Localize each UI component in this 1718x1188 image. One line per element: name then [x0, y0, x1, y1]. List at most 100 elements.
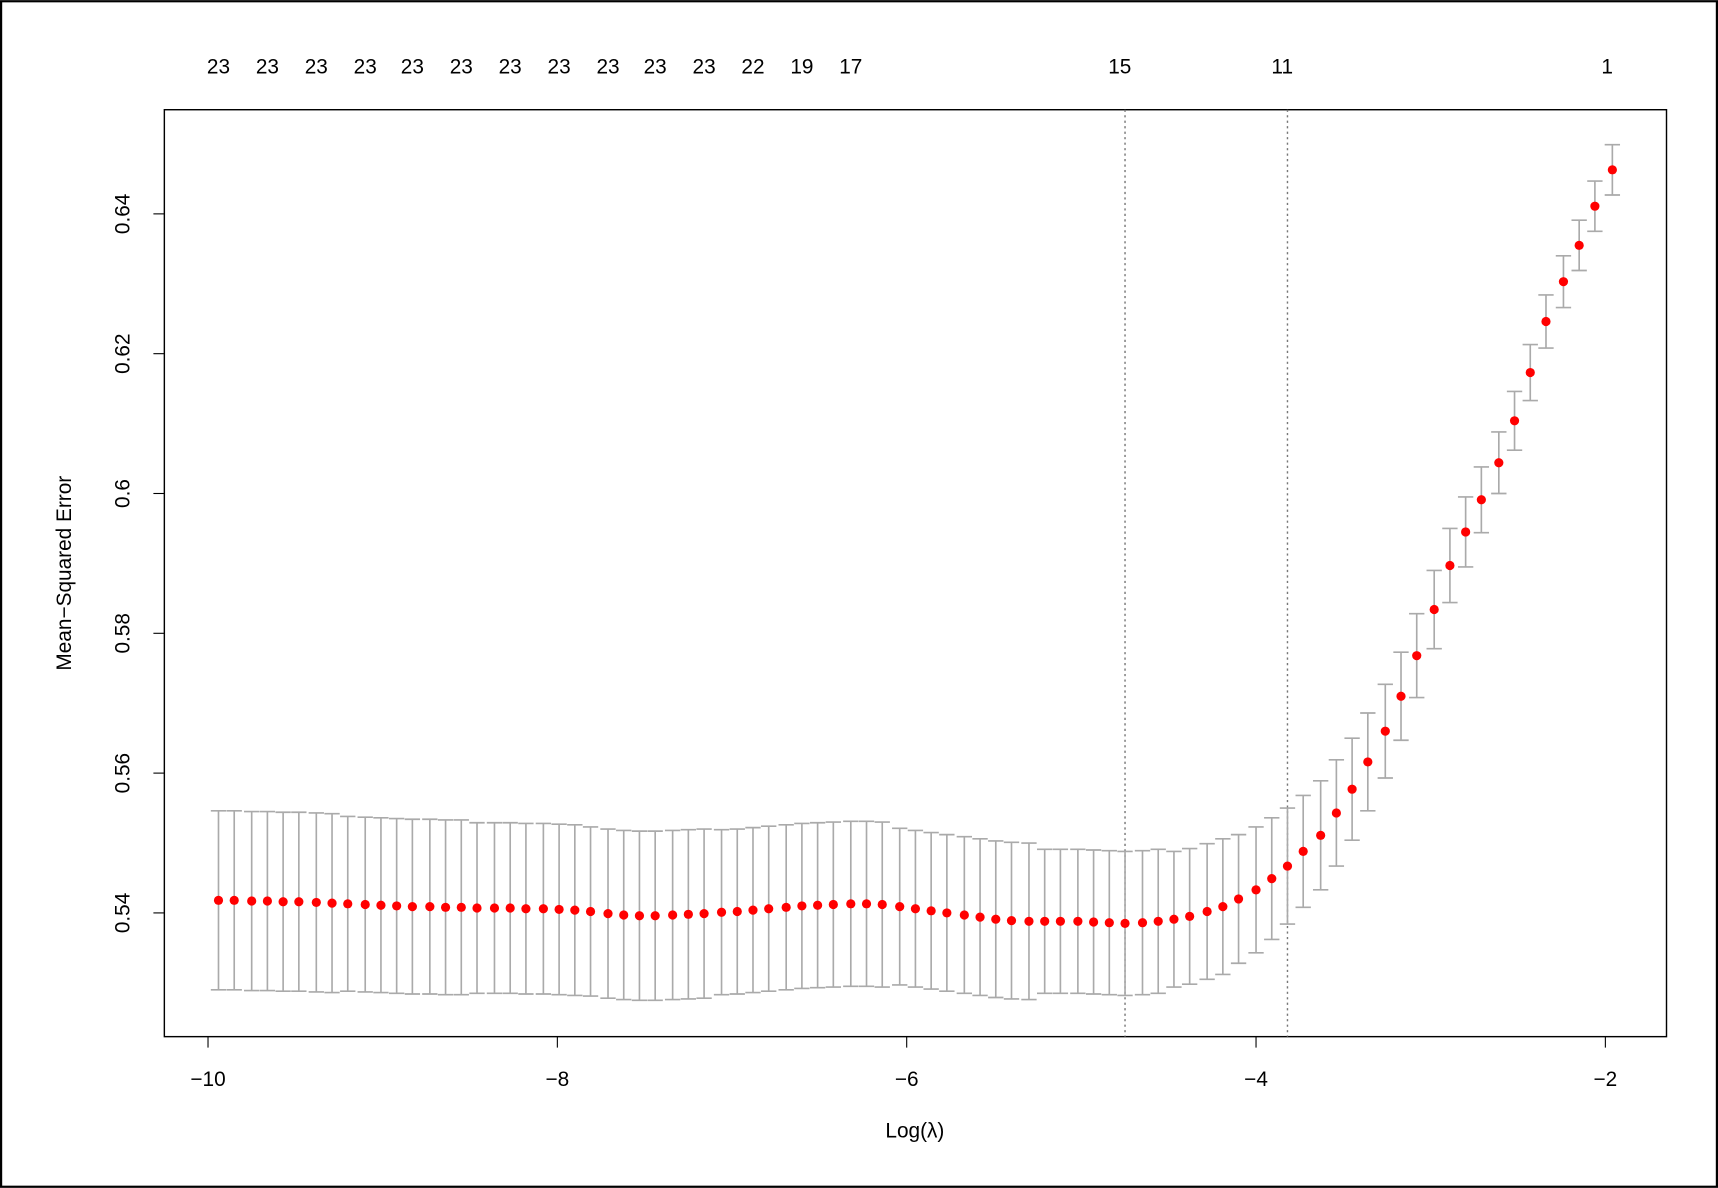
point [699, 909, 709, 919]
point [489, 903, 500, 913]
point [538, 904, 548, 914]
x-axis-title: Log(λ) [885, 1119, 944, 1142]
x-tick-label: −6 [895, 1068, 919, 1091]
point [1104, 918, 1114, 928]
point [247, 896, 257, 906]
point [1445, 560, 1455, 571]
top-axis-label: 11 [1271, 56, 1293, 79]
point [1429, 604, 1439, 615]
point [942, 908, 952, 918]
point [828, 899, 838, 910]
point [472, 903, 482, 913]
point [1574, 240, 1584, 250]
point [1120, 918, 1130, 929]
point [1316, 830, 1326, 840]
top-axis-label: 23 [548, 56, 571, 79]
point [554, 904, 564, 915]
point [343, 899, 353, 909]
point [877, 899, 887, 910]
point [619, 910, 629, 920]
point [1073, 916, 1083, 926]
point [991, 914, 1001, 924]
top-axis-label: 15 [1108, 56, 1131, 79]
x-tick-label: −4 [1244, 1068, 1268, 1091]
point [1040, 916, 1050, 926]
point [926, 906, 936, 916]
top-axis-label: 17 [839, 56, 862, 79]
point [440, 902, 451, 912]
x-tick-label: −10 [190, 1068, 225, 1091]
top-axis-label: 23 [401, 56, 424, 79]
point [668, 910, 678, 920]
x-tick-label: −8 [545, 1068, 569, 1091]
point [1509, 416, 1520, 426]
top-axis-label: 22 [741, 56, 764, 79]
point [1169, 914, 1179, 924]
point [1347, 784, 1357, 794]
y-tick-label: 0.64 [111, 194, 134, 234]
point [360, 899, 370, 910]
point [1607, 165, 1617, 175]
y-tick-label: 0.54 [111, 893, 134, 933]
point [278, 897, 288, 907]
point [456, 902, 466, 912]
y-tick-label: 0.6 [111, 479, 134, 508]
point [1006, 916, 1017, 926]
point [1331, 808, 1341, 818]
top-axis-label: 23 [596, 56, 619, 79]
point [1298, 846, 1308, 857]
point [213, 895, 224, 905]
point [1558, 277, 1569, 287]
point [748, 905, 758, 915]
point [521, 904, 531, 914]
point [813, 900, 823, 910]
point [262, 896, 273, 906]
point [716, 907, 727, 917]
top-axis-label: 23 [499, 56, 522, 79]
point [603, 909, 613, 919]
point [294, 897, 304, 907]
point [781, 902, 791, 912]
point [311, 897, 321, 908]
point [1267, 874, 1277, 884]
point [1525, 367, 1535, 378]
point [1541, 316, 1551, 327]
top-axis-label: 23 [256, 56, 279, 79]
point [1202, 906, 1212, 917]
point [1412, 651, 1422, 661]
point [505, 903, 515, 913]
point [764, 904, 774, 914]
y-axis-title: Mean−Squared Error [53, 476, 76, 671]
point [1251, 885, 1261, 895]
point [376, 900, 386, 910]
point [1396, 691, 1406, 701]
top-axis-label: 19 [790, 56, 813, 79]
point [650, 911, 660, 921]
top-axis-label: 1 [1601, 56, 1613, 79]
y-tick-label: 0.58 [111, 613, 134, 653]
point [846, 899, 856, 909]
point [1494, 458, 1504, 468]
plot-box [163, 109, 1668, 1038]
point [1233, 894, 1244, 904]
point [797, 901, 807, 911]
point [683, 909, 693, 919]
top-axis-label: 23 [450, 56, 473, 79]
point [910, 904, 921, 914]
point [1282, 861, 1293, 871]
point [975, 912, 985, 922]
y-tick-label: 0.56 [111, 753, 134, 793]
point [1590, 201, 1600, 211]
point [1088, 917, 1099, 927]
point [1153, 916, 1163, 926]
point [585, 906, 596, 917]
y-tick-label: 0.62 [111, 333, 134, 373]
point [634, 911, 645, 921]
point [1185, 911, 1195, 922]
x-tick-label: −2 [1594, 1068, 1618, 1091]
point [1055, 916, 1066, 926]
point [1363, 757, 1373, 767]
point [392, 901, 402, 911]
point [895, 902, 905, 912]
